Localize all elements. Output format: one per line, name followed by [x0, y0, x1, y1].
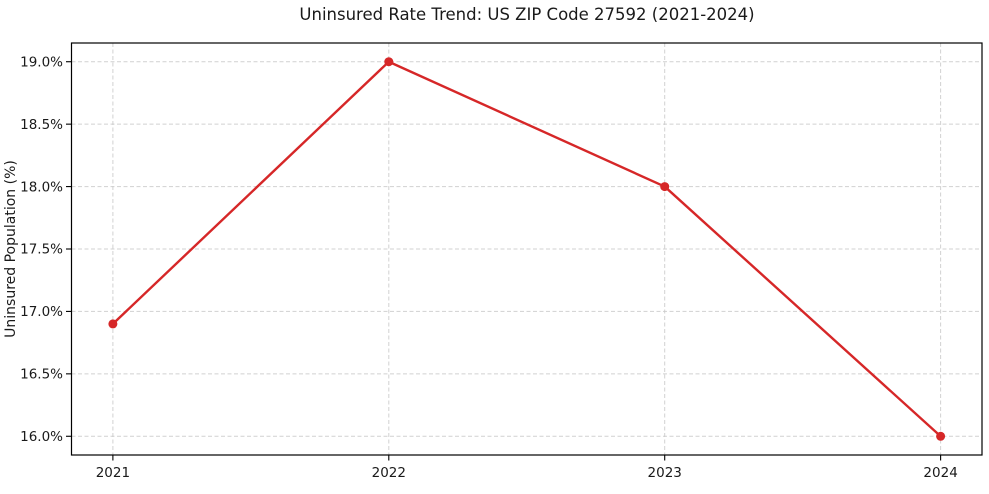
y-tick-label: 17.0% — [20, 304, 63, 320]
y-tick-label: 16.5% — [20, 367, 63, 383]
trend-line — [111, 60, 942, 438]
x-tick-label: 2021 — [96, 465, 130, 481]
y-tick-label: 18.5% — [20, 117, 63, 133]
axes-layer: 16.0% 16.5% 17.0% 17.5% 18.0% 18.5% 19.0% 2021 2… — [20, 42, 983, 481]
y-tick-label: 19.0% — [20, 54, 63, 70]
x-tick-label: 2023 — [648, 465, 682, 481]
x-tick-label: 2022 — [372, 465, 406, 481]
x-tick-label: 2024 — [923, 465, 957, 481]
y-tick-label: 17.5% — [20, 242, 63, 258]
chart-title: Uninsured Rate Trend: US ZIP Code 27592 … — [299, 5, 754, 24]
series-layer — [108, 57, 946, 441]
data-point — [384, 57, 394, 67]
data-point — [936, 431, 946, 441]
data-point — [108, 319, 118, 329]
y-tick-label: 16.0% — [20, 429, 63, 445]
grid-layer — [71, 43, 982, 455]
data-point — [660, 182, 670, 192]
y-tick-label: 18.0% — [20, 179, 63, 195]
y-axis-label: Uninsured Population (%) — [3, 160, 19, 338]
